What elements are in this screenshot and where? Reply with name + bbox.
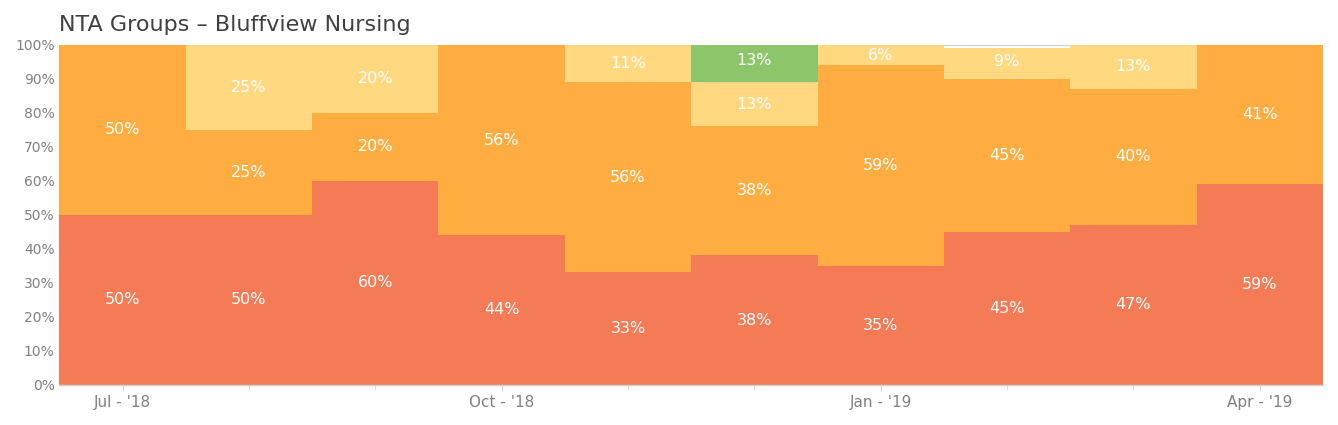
Bar [692,255,818,385]
Text: 20%: 20% [357,71,393,86]
Text: 50%: 50% [231,292,266,307]
Bar [59,215,186,385]
Bar [565,45,692,82]
Bar [692,126,818,255]
Bar [186,130,312,215]
Text: 50%: 50% [104,122,140,137]
Text: 40%: 40% [1116,150,1151,164]
Bar [818,65,943,266]
Bar [1196,184,1323,385]
Bar [1196,45,1323,184]
Text: 56%: 56% [610,170,646,185]
Bar [439,45,565,235]
Text: 20%: 20% [357,139,393,154]
Text: 45%: 45% [989,148,1025,163]
Bar [943,79,1070,232]
Bar [943,232,1070,385]
Text: 11%: 11% [610,56,646,71]
Text: 13%: 13% [737,97,772,112]
Text: 44%: 44% [484,302,519,317]
Bar [692,82,818,126]
Bar [943,48,1070,79]
Bar [565,82,692,272]
Text: NTA Groups – Bluffview Nursing: NTA Groups – Bluffview Nursing [59,15,411,35]
Bar [312,113,439,181]
Text: 35%: 35% [863,317,898,333]
Text: 41%: 41% [1242,107,1278,122]
Text: 33%: 33% [610,321,646,336]
Bar [1070,225,1196,385]
Text: 56%: 56% [484,133,519,147]
Bar [818,45,943,65]
Bar [312,181,439,385]
Text: 59%: 59% [863,158,899,173]
Bar [1070,89,1196,225]
Text: 38%: 38% [737,312,772,328]
Text: 25%: 25% [231,165,266,180]
Bar [439,235,565,385]
Text: 60%: 60% [357,275,393,290]
Text: 47%: 47% [1116,297,1151,312]
Bar [312,45,439,113]
Text: 45%: 45% [989,300,1025,316]
Text: 38%: 38% [737,184,772,198]
Bar [565,272,692,385]
Bar [59,45,186,215]
Bar [692,38,818,82]
Text: 50%: 50% [104,292,140,307]
Text: 6%: 6% [868,48,894,62]
Bar [1070,45,1196,89]
Text: 13%: 13% [1116,60,1151,74]
Text: 9%: 9% [994,54,1020,69]
Text: 59%: 59% [1242,277,1278,292]
Text: 25%: 25% [231,80,266,95]
Bar [186,215,312,385]
Text: 13%: 13% [737,53,772,68]
Bar [818,266,943,385]
Bar [186,45,312,130]
